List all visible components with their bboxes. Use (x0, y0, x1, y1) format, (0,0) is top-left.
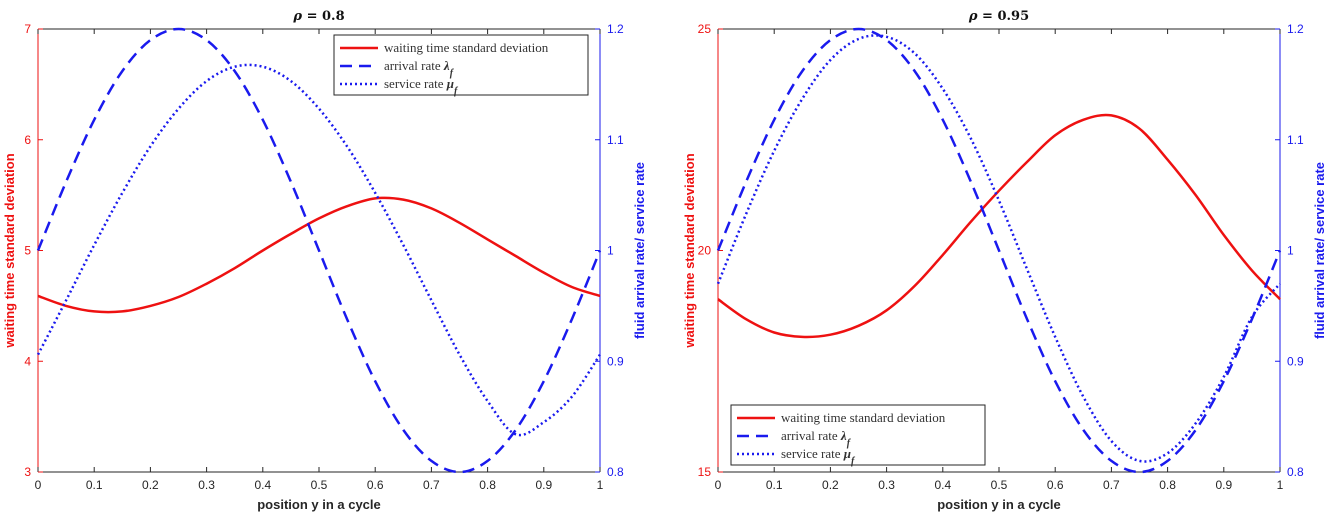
x-tick-label: 0.2 (142, 478, 159, 492)
y-left-tick-label: 15 (698, 465, 712, 479)
chart-title: ρ = 0.8 (292, 9, 344, 24)
x-tick-label: 0.3 (198, 478, 215, 492)
series-line-1 (717, 113, 1281, 339)
x-axis-label: position y in a cycle (937, 497, 1061, 512)
x-tick-label: 0 (35, 478, 42, 492)
x-tick-label: 0.2 (822, 478, 839, 492)
x-tick-label: 0.6 (367, 478, 384, 492)
x-tick-label: 0.9 (535, 478, 552, 492)
x-tick-label: 0.5 (311, 478, 328, 492)
x-tick-label: 0.8 (1159, 478, 1176, 492)
legend-label: arrival rate λf (384, 58, 455, 79)
y-right-tick-label: 0.9 (1287, 354, 1304, 368)
x-tick-label: 0.8 (479, 478, 496, 492)
y-right-tick-label: 0.9 (607, 354, 624, 368)
y-right-tick-label: 1.2 (1287, 22, 1304, 36)
y-left-tick-label: 25 (698, 22, 712, 36)
x-tick-label: 0.6 (1047, 478, 1064, 492)
series-line-2 (716, 27, 1282, 474)
y-right-tick-label: 1 (607, 244, 614, 258)
x-axis-label: position y in a cycle (257, 497, 381, 512)
series-line-3 (36, 63, 602, 437)
y-right-tick-label: 1.1 (607, 133, 624, 147)
legend-label: arrival rate λf (781, 428, 852, 449)
y-right-tick-label: 0.8 (607, 465, 624, 479)
x-tick-label: 0.5 (991, 478, 1008, 492)
y-left-tick-label: 4 (24, 354, 31, 368)
legend: waiting time standard deviation arrival r… (333, 34, 589, 97)
x-tick-label: 0.4 (254, 478, 271, 492)
chart-panel-2: 0 0.1 0.2 0.3 0.4 0.5 0.6 0.7 0.8 0.9 1 15 20 25 0.8 0.… (682, 9, 1327, 512)
y-right-tick-label: 1.1 (1287, 133, 1304, 147)
y-left-tick-label: 7 (24, 22, 31, 36)
legend: waiting time standard deviation arrival r… (730, 404, 986, 467)
chart-title: ρ = 0.95 (968, 9, 1029, 24)
legend-label: waiting time standard deviation (384, 40, 549, 55)
x-tick-label: 0.4 (934, 478, 951, 492)
series-line-1 (37, 196, 601, 314)
x-tick-label: 0.7 (1103, 478, 1120, 492)
y-left-axis-label: waiting time standard deviation (2, 153, 17, 348)
y-right-tick-label: 1.2 (607, 22, 624, 36)
y-right-axis-label: fluid arrival rate/ service rate (632, 162, 647, 339)
y-left-tick-label: 5 (24, 244, 31, 258)
series-line-3 (716, 34, 1281, 463)
legend-label: service rate μf (384, 76, 459, 97)
x-tick-label: 0.3 (878, 478, 895, 492)
y-right-tick-label: 1 (1287, 244, 1294, 258)
y-left-axis-label: waiting time standard deviation (682, 153, 697, 348)
x-tick-label: 0.1 (766, 478, 783, 492)
legend-label: service rate μf (781, 446, 856, 467)
x-tick-label: 1 (597, 478, 604, 492)
series-line-2 (36, 27, 602, 474)
x-tick-label: 0.9 (1215, 478, 1232, 492)
legend-label: waiting time standard deviation (781, 410, 946, 425)
y-right-tick-label: 0.8 (1287, 465, 1304, 479)
x-tick-label: 0.1 (86, 478, 103, 492)
x-tick-label: 1 (1277, 478, 1284, 492)
chart-panel-1: 0 0.1 0.2 0.3 0.4 0.5 0.6 0.7 0.8 0.9 1 3 4 5 6 7 0.8 0.9… (2, 9, 647, 512)
y-left-tick-label: 20 (698, 244, 712, 258)
y-right-axis-label: fluid arrival rate/ service rate (1312, 162, 1327, 339)
x-tick-label: 0 (715, 478, 722, 492)
x-tick-label: 0.7 (423, 478, 440, 492)
y-left-tick-label: 6 (24, 133, 31, 147)
y-left-tick-label: 3 (24, 465, 31, 479)
